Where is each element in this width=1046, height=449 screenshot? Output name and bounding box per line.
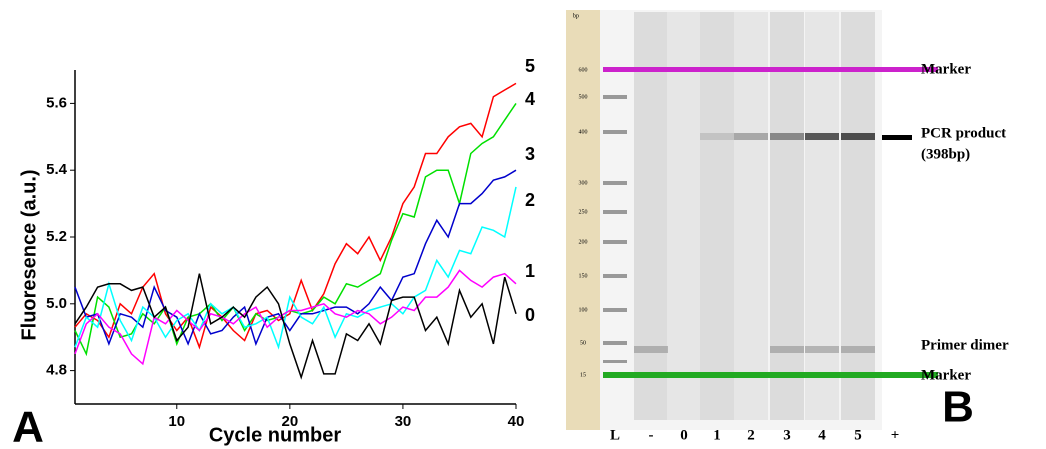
product-band <box>841 133 875 140</box>
series-label: 2 <box>525 190 535 210</box>
product-band <box>734 133 768 140</box>
lane-label: 3 <box>783 427 791 443</box>
ladder-band <box>603 240 627 244</box>
x-tick-label: 10 <box>168 413 185 430</box>
x-tick-label: 20 <box>282 413 299 430</box>
x-axis-title: Cycle number <box>209 424 341 446</box>
ladder-band <box>603 95 627 99</box>
ladder-label: 300 <box>579 180 588 186</box>
x-tick-label: 30 <box>395 413 412 430</box>
ladder-label: 600 <box>579 67 588 73</box>
series-label: 4 <box>525 89 535 109</box>
ladder-label: 100 <box>579 307 588 313</box>
lane-label: 4 <box>818 427 826 443</box>
series-label: 5 <box>525 56 535 76</box>
x-tick-label: 40 <box>508 413 525 430</box>
dimer-band <box>634 346 668 353</box>
lane-label: L <box>610 427 620 443</box>
ladder-label: 400 <box>579 129 588 135</box>
product-band <box>805 133 839 140</box>
panel-label: B <box>942 383 974 432</box>
ladder-label: 250 <box>579 209 588 215</box>
y-axis-title: Fluoresence (a.u.) <box>18 169 40 340</box>
product-band <box>700 133 734 140</box>
gel-lane <box>841 12 875 420</box>
gel-lane <box>667 12 701 420</box>
lane-label: + <box>891 427 900 443</box>
y-tick-label: 5.4 <box>46 161 68 178</box>
ladder-label: 200 <box>579 239 588 245</box>
gel-lane <box>700 12 734 420</box>
gel-annotation: Primer dimer <box>921 337 1009 353</box>
gel-annotation: Marker <box>921 367 971 383</box>
y-tick-label: 5.0 <box>46 295 67 312</box>
lane-label: 5 <box>854 427 862 443</box>
lane-label: 0 <box>680 427 688 443</box>
gel-annotation: (398bp) <box>921 146 970 162</box>
ladder-band <box>603 274 627 278</box>
panel-label: A <box>12 403 44 449</box>
series-label: 3 <box>525 144 535 164</box>
product-band <box>770 133 804 140</box>
gel-image <box>566 10 938 430</box>
ladder-band <box>603 181 627 185</box>
lane-label: 1 <box>713 427 721 443</box>
ladder-label: 500 <box>579 94 588 100</box>
lane-label: - <box>649 427 654 443</box>
y-tick-label: 5.2 <box>46 228 67 245</box>
ladder-label: 50 <box>580 340 586 346</box>
gel-annotation: PCR product <box>921 125 1006 141</box>
marker-band <box>603 372 938 378</box>
lane-label: 2 <box>747 427 755 443</box>
series-label: 0 <box>525 305 535 325</box>
ladder-label: 15 <box>580 372 586 378</box>
gel-annotation: Marker <box>921 61 971 77</box>
product-band <box>882 135 912 140</box>
y-tick-label: 5.6 <box>46 94 67 111</box>
ladder-label: 150 <box>579 273 588 279</box>
ladder-band <box>603 360 627 363</box>
series-line <box>75 103 516 354</box>
ladder-band <box>603 130 627 134</box>
ladder-band <box>603 308 627 312</box>
gel-unit: bp <box>573 13 579 19</box>
gel-lane <box>734 12 768 420</box>
marker-band <box>603 67 938 72</box>
gel-lane <box>770 12 804 420</box>
figure: Fluoresence (a.u.) Cycle number A B 4.8 5… <box>0 0 1046 449</box>
y-tick-label: 4.8 <box>46 362 67 379</box>
dimer-band <box>841 346 875 353</box>
ladder-band <box>603 210 627 214</box>
gel-lane <box>634 12 668 420</box>
dimer-band <box>770 346 804 353</box>
ladder-band <box>603 341 627 345</box>
dimer-band <box>805 346 839 353</box>
gel-lane <box>805 12 839 420</box>
series-label: 1 <box>525 261 535 281</box>
